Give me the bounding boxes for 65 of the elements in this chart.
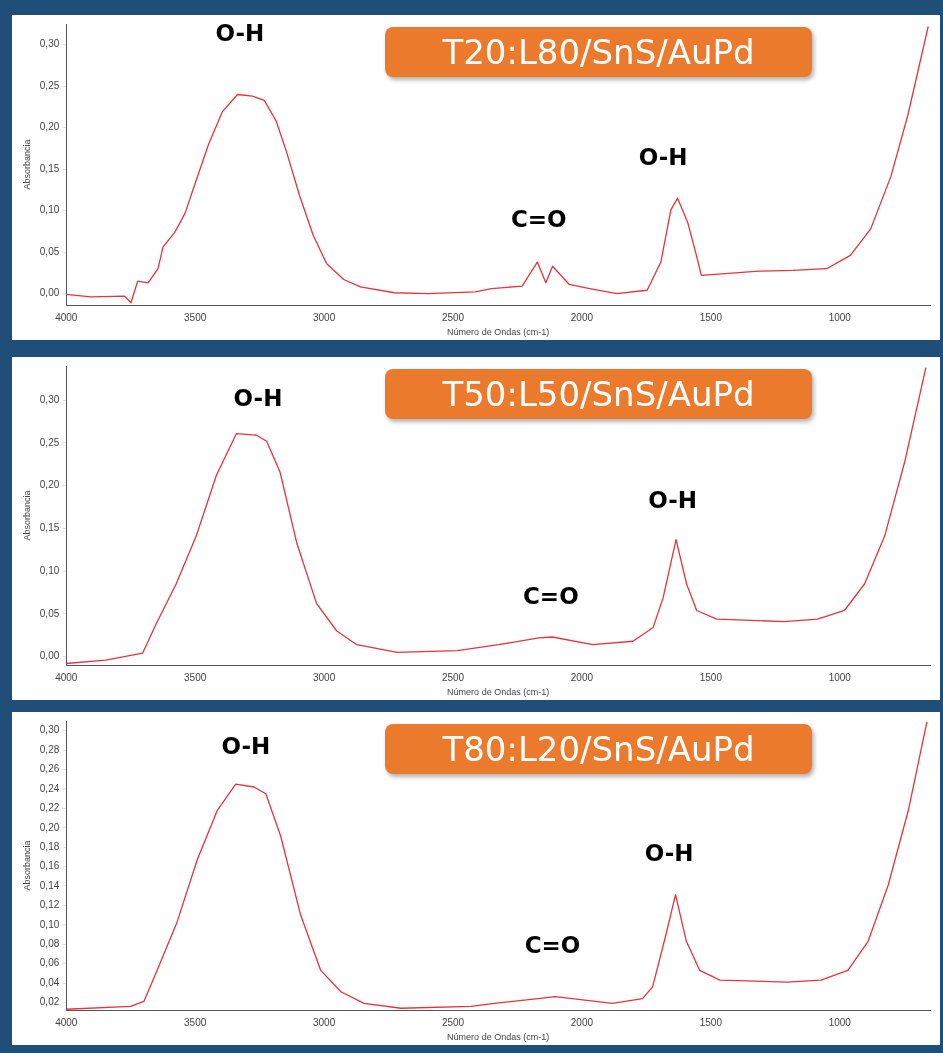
x-axis-title: Número de Ondas (cm-1) bbox=[447, 1032, 550, 1043]
x-tick-label: 1000 bbox=[828, 671, 852, 683]
x-tick-label: 2000 bbox=[570, 311, 594, 323]
annotation: C=O bbox=[522, 582, 579, 609]
y-tick-label: 0,30 bbox=[39, 724, 60, 736]
y-tick-label: 0,05 bbox=[39, 245, 60, 257]
x-tick-label: 2000 bbox=[570, 1016, 594, 1028]
annotation: O-H bbox=[648, 486, 697, 513]
y-tick-label: 0,12 bbox=[39, 899, 60, 911]
y-tick-label: 0,04 bbox=[39, 976, 60, 988]
x-tick-label: 1000 bbox=[828, 311, 852, 323]
x-tick-label: 4000 bbox=[55, 671, 78, 683]
annotation: O-H bbox=[233, 384, 283, 411]
y-axis-title: Absorbancia bbox=[21, 139, 32, 190]
y-tick-label: 0,02 bbox=[39, 996, 60, 1008]
y-tick-label: 0,10 bbox=[39, 564, 60, 576]
x-tick-label: 2500 bbox=[441, 1016, 465, 1028]
y-tick-label: 0,20 bbox=[39, 821, 60, 833]
y-axis-title: Absorbancia bbox=[21, 840, 32, 891]
y-tick-label: 0,25 bbox=[39, 436, 60, 448]
annotation: O-H bbox=[644, 839, 694, 866]
y-tick-label: 0,18 bbox=[39, 840, 60, 852]
y-tick-label: 0,16 bbox=[39, 860, 60, 872]
x-tick-label: 1500 bbox=[699, 311, 723, 323]
y-tick-label: 0,14 bbox=[39, 879, 60, 891]
x-tick-label: 3000 bbox=[312, 1016, 336, 1028]
x-tick-label: 4000 bbox=[55, 311, 78, 323]
y-tick-label: 0,28 bbox=[39, 743, 60, 755]
y-tick-label: 0,10 bbox=[39, 204, 60, 216]
annotation: C=O bbox=[524, 932, 581, 959]
x-tick-label: 3500 bbox=[184, 671, 207, 683]
x-tick-label: 1500 bbox=[699, 1016, 723, 1028]
x-tick-label: 1500 bbox=[699, 671, 723, 683]
annotation: O-H bbox=[215, 19, 265, 46]
annotation: O-H bbox=[221, 733, 271, 760]
x-tick-label: 2000 bbox=[570, 671, 594, 683]
y-tick-label: 0,26 bbox=[39, 763, 60, 775]
x-tick-label: 1000 bbox=[828, 1016, 852, 1028]
y-tick-label: 0,20 bbox=[39, 479, 60, 491]
x-tick-label: 3000 bbox=[312, 311, 336, 323]
x-tick-label: 3000 bbox=[312, 671, 336, 683]
x-tick-label: 3500 bbox=[184, 311, 207, 323]
x-axis-title: Número de Ondas (cm-1) bbox=[447, 327, 550, 338]
x-tick-label: 2500 bbox=[441, 671, 465, 683]
y-tick-label: 0,00 bbox=[39, 650, 60, 662]
y-tick-label: 0,15 bbox=[39, 162, 60, 174]
x-tick-label: 2500 bbox=[441, 311, 465, 323]
y-tick-label: 0,30 bbox=[39, 393, 60, 405]
y-tick-label: 0,22 bbox=[39, 802, 60, 814]
annotation: C=O bbox=[510, 205, 567, 232]
x-tick-label: 4000 bbox=[55, 1016, 78, 1028]
y-tick-label: 0,20 bbox=[39, 121, 60, 133]
y-tick-label: 0,05 bbox=[39, 607, 60, 619]
y-tick-label: 0,10 bbox=[39, 918, 60, 930]
y-tick-label: 0,06 bbox=[39, 957, 60, 969]
x-tick-label: 3500 bbox=[184, 1016, 207, 1028]
y-tick-label: 0,00 bbox=[39, 287, 60, 299]
y-tick-label: 0,08 bbox=[39, 937, 60, 949]
annotation: O-H bbox=[638, 143, 688, 170]
x-axis-title: Número de Ondas (cm-1) bbox=[447, 687, 550, 698]
y-tick-label: 0,15 bbox=[39, 522, 60, 534]
y-tick-label: 0,25 bbox=[39, 79, 60, 91]
y-tick-label: 0,24 bbox=[39, 782, 60, 794]
y-tick-label: 0,30 bbox=[39, 38, 60, 50]
y-axis-title: Absorbancia bbox=[21, 490, 32, 541]
